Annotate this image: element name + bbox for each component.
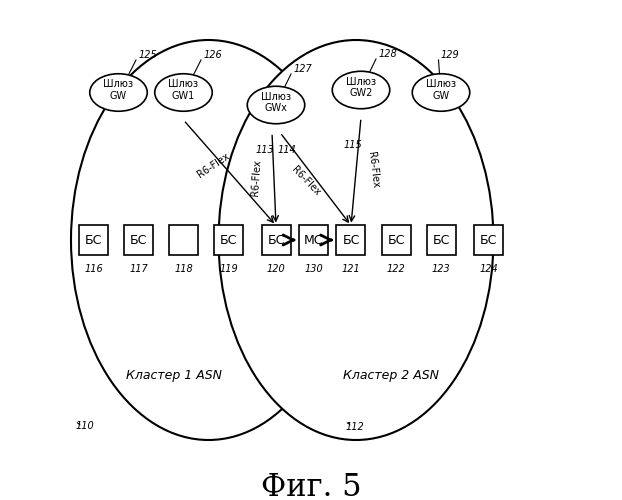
Ellipse shape xyxy=(71,40,346,440)
Bar xyxy=(474,226,503,254)
Bar xyxy=(169,226,198,254)
Bar xyxy=(214,226,243,254)
Bar xyxy=(427,226,455,254)
Text: БС: БС xyxy=(342,234,360,246)
Text: Шлюз
GWx: Шлюз GWx xyxy=(261,92,291,114)
Text: 120: 120 xyxy=(267,264,285,274)
Bar xyxy=(381,226,411,254)
Text: 129: 129 xyxy=(441,50,460,60)
Text: 123: 123 xyxy=(432,264,450,274)
Text: Шлюз
GW: Шлюз GW xyxy=(426,79,456,101)
Text: R6-Flex: R6-Flex xyxy=(366,152,381,188)
Text: 117: 117 xyxy=(129,264,148,274)
Text: Фиг. 5: Фиг. 5 xyxy=(261,472,361,500)
Text: 124: 124 xyxy=(479,264,498,274)
Bar xyxy=(124,226,153,254)
Text: БС: БС xyxy=(267,234,285,246)
Ellipse shape xyxy=(218,40,493,440)
Text: БС: БС xyxy=(220,234,237,246)
Text: Шлюз
GW: Шлюз GW xyxy=(103,79,134,101)
Text: БС: БС xyxy=(432,234,450,246)
Text: Кластер 2 ASN: Кластер 2 ASN xyxy=(343,368,439,382)
Text: R6-Flex: R6-Flex xyxy=(250,159,262,196)
Text: Кластер 1 ASN: Кластер 1 ASN xyxy=(126,368,221,382)
Text: БС: БС xyxy=(388,234,405,246)
Ellipse shape xyxy=(248,86,305,124)
Text: 118: 118 xyxy=(174,264,193,274)
Text: 110: 110 xyxy=(76,421,95,431)
Text: 116: 116 xyxy=(84,264,103,274)
Text: МС: МС xyxy=(304,234,323,246)
Bar xyxy=(261,226,290,254)
Text: 119: 119 xyxy=(219,264,238,274)
Text: 130: 130 xyxy=(304,264,323,274)
Text: 125: 125 xyxy=(139,50,157,60)
Text: Шлюз
GW2: Шлюз GW2 xyxy=(346,76,376,98)
Text: БС: БС xyxy=(480,234,497,246)
Text: 122: 122 xyxy=(387,264,406,274)
Ellipse shape xyxy=(155,74,212,112)
Text: 113: 113 xyxy=(256,145,274,155)
Text: 121: 121 xyxy=(341,264,360,274)
Text: R6-Flex: R6-Flex xyxy=(195,150,231,180)
Ellipse shape xyxy=(332,71,390,109)
Text: 127: 127 xyxy=(294,64,312,74)
Text: 112: 112 xyxy=(346,422,364,432)
Text: БС: БС xyxy=(130,234,147,246)
Bar xyxy=(79,226,108,254)
Ellipse shape xyxy=(90,74,147,112)
Bar xyxy=(337,226,366,254)
Text: 114: 114 xyxy=(277,145,296,155)
Text: R6-Flex: R6-Flex xyxy=(290,164,322,198)
Text: Шлюз
GW1: Шлюз GW1 xyxy=(169,79,198,101)
Text: БС: БС xyxy=(85,234,102,246)
Text: 115: 115 xyxy=(343,140,362,150)
Text: 128: 128 xyxy=(379,49,397,59)
Text: 126: 126 xyxy=(203,50,222,60)
Ellipse shape xyxy=(412,74,470,112)
Bar xyxy=(299,226,328,254)
